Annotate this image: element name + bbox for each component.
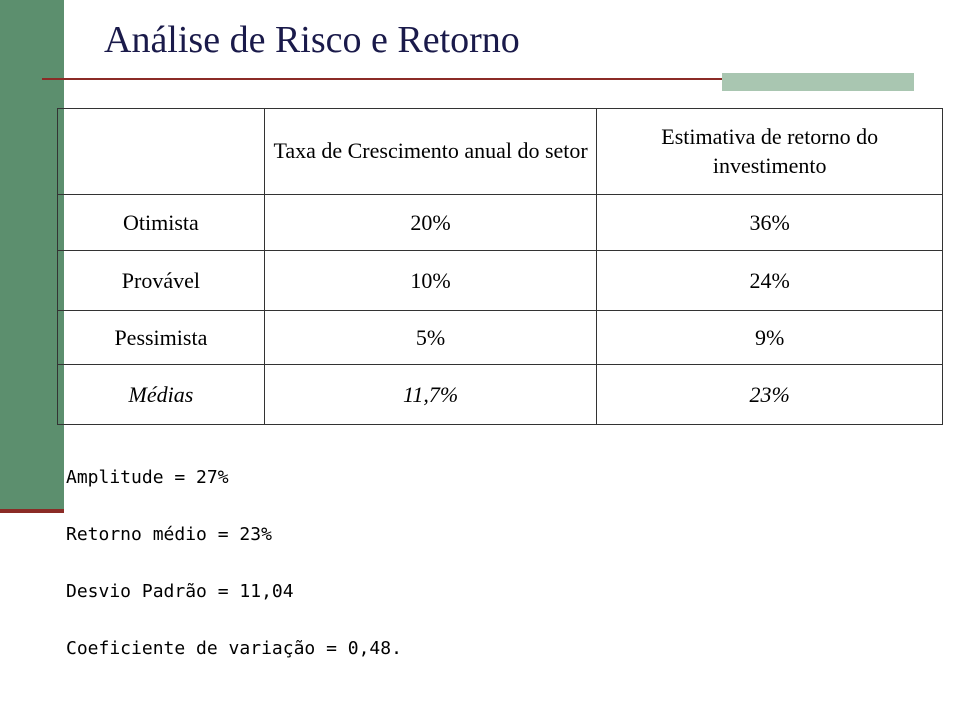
stat-amplitude: Amplitude = 27% — [66, 467, 229, 488]
table-header-row: Taxa de Crescimento anual do setor Estim… — [57, 108, 943, 195]
return-cell: 36% — [596, 194, 943, 251]
left-bar-underline — [0, 509, 64, 513]
table-row: Provável 10% 24% — [57, 250, 943, 311]
header-cell-growth: Taxa de Crescimento anual do setor — [263, 108, 598, 195]
slide-title: Análise de Risco e Retorno — [104, 19, 520, 61]
growth-cell: 10% — [263, 250, 598, 311]
scenario-cell: Otimista — [57, 194, 265, 251]
stat-coefficient-variation: Coeficiente de variação = 0,48. — [66, 638, 402, 659]
return-cell: 24% — [596, 250, 943, 311]
stat-mean-return: Retorno médio = 23% — [66, 524, 272, 545]
return-cell: 9% — [596, 310, 943, 365]
header-cell-return: Estimativa de retorno do investimento — [596, 108, 943, 195]
scenario-cell: Médias — [57, 364, 265, 425]
scenario-cell: Pessimista — [57, 310, 265, 365]
title-accent-block — [722, 73, 914, 91]
return-cell: 23% — [596, 364, 943, 425]
table-average-row: Médias 11,7% 23% — [57, 364, 943, 425]
header-return-label: Estimativa de retorno do investimento — [661, 123, 879, 178]
growth-cell: 11,7% — [263, 364, 598, 425]
table-row: Otimista 20% 36% — [57, 194, 943, 251]
stat-std-dev: Desvio Padrão = 11,04 — [66, 581, 294, 602]
header-cell-empty — [57, 108, 265, 195]
risk-return-table: Taxa de Crescimento anual do setor Estim… — [57, 108, 943, 425]
scenario-cell: Provável — [57, 250, 265, 311]
title-rule — [42, 78, 914, 80]
table-row: Pessimista 5% 9% — [57, 310, 943, 365]
left-decorative-bar — [0, 0, 64, 512]
header-growth-label: Taxa de Crescimento anual do setor — [273, 138, 588, 164]
growth-cell: 5% — [263, 310, 598, 365]
statistics-list: Amplitude = 27% Retorno médio = 23% Desv… — [66, 465, 402, 693]
growth-cell: 20% — [263, 194, 598, 251]
